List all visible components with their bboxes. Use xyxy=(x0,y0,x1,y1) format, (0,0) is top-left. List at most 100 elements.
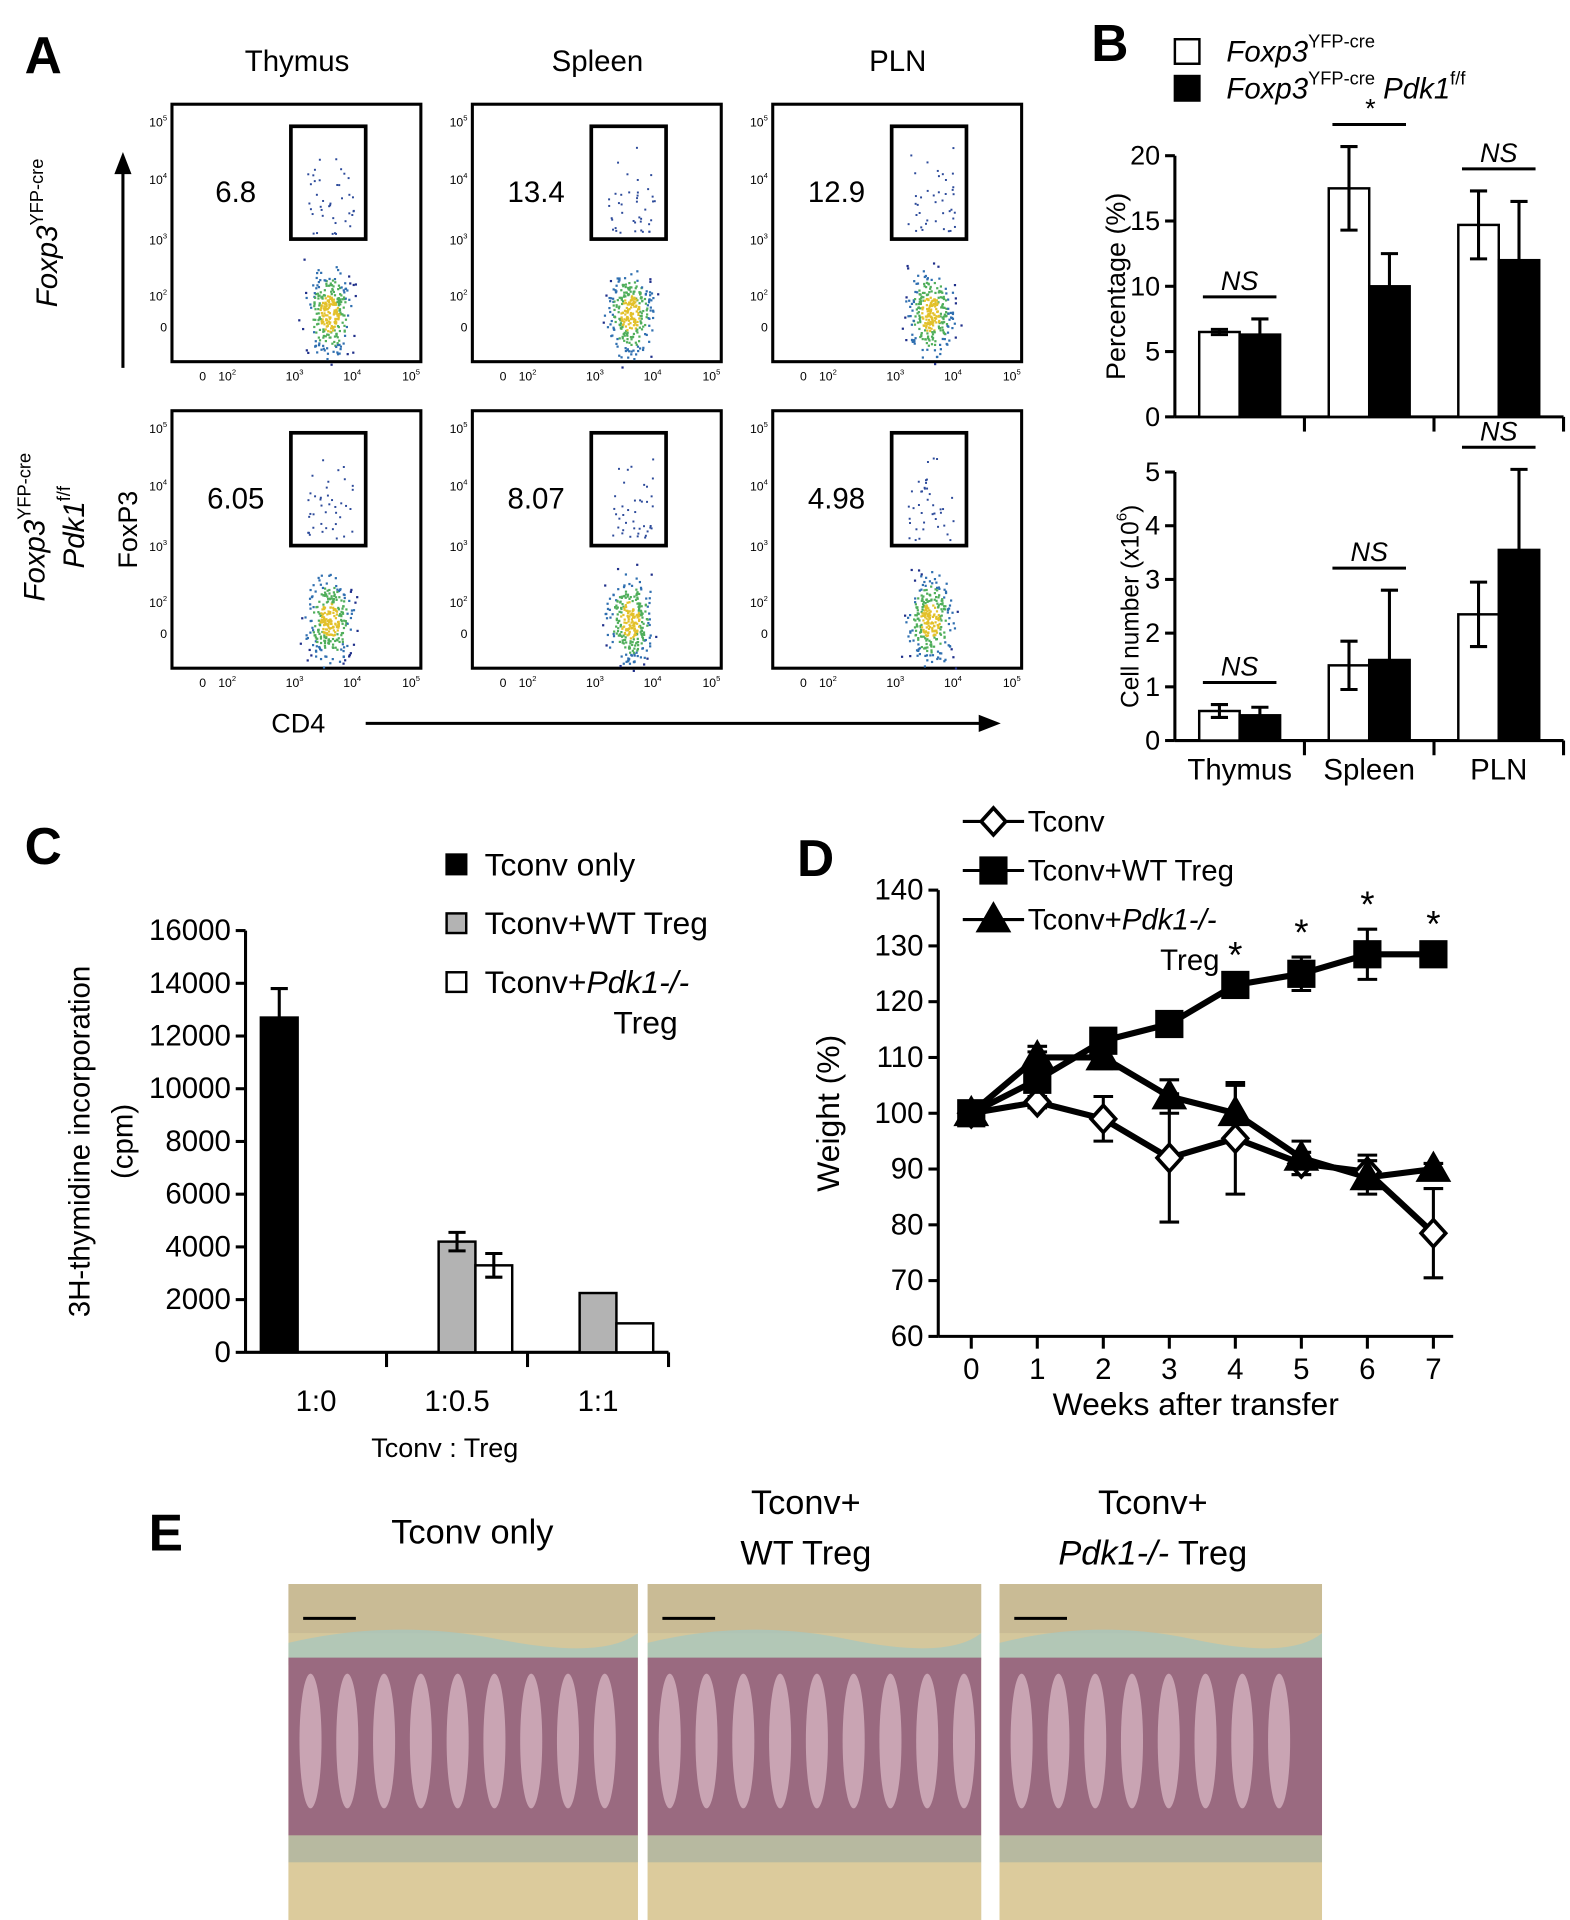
event-dot xyxy=(340,634,343,637)
event-dot xyxy=(305,296,308,300)
event-dot xyxy=(618,296,621,299)
event-dot xyxy=(305,291,308,295)
event-dot xyxy=(615,607,618,610)
event-dot xyxy=(321,314,324,317)
event-dot xyxy=(349,225,352,228)
event-dot xyxy=(927,314,930,317)
superscript: 3 xyxy=(600,674,604,683)
event-dot xyxy=(324,314,327,317)
event-dot xyxy=(331,329,335,332)
event-dot xyxy=(348,212,351,215)
event-dot xyxy=(325,628,329,631)
event-dot xyxy=(629,637,632,640)
event-dot xyxy=(940,625,943,629)
event-dot xyxy=(925,604,928,607)
event-dot xyxy=(937,624,940,627)
event-dot xyxy=(930,278,933,281)
event-dot xyxy=(926,277,929,280)
event-dot xyxy=(650,299,653,302)
event-dot xyxy=(344,220,347,223)
event-dot xyxy=(333,340,336,344)
event-dot xyxy=(629,286,632,289)
event-dot xyxy=(331,303,335,306)
event-dot xyxy=(319,496,322,499)
text-part: 10 xyxy=(450,480,464,494)
event-dot xyxy=(336,184,339,186)
event-dot xyxy=(352,609,356,612)
event-dot xyxy=(948,604,952,607)
y-tick-label: 80 xyxy=(891,1208,924,1241)
event-dot xyxy=(951,188,954,191)
gate-percentage: 4.98 xyxy=(808,483,865,516)
legend-label: Tconv+WT Treg xyxy=(1028,854,1234,887)
event-dot xyxy=(318,579,321,582)
event-dot xyxy=(330,284,334,287)
event-dot xyxy=(937,605,940,609)
text-part: 10 xyxy=(450,540,464,554)
event-dot xyxy=(936,656,940,659)
superscript: 5 xyxy=(163,420,167,429)
event-dot xyxy=(935,581,938,584)
event-dot xyxy=(318,632,321,635)
text-part: 10 xyxy=(343,369,357,383)
x-tick-label: 104 xyxy=(644,367,662,383)
event-dot xyxy=(624,646,627,649)
event-dot xyxy=(343,646,346,649)
event-dot xyxy=(629,595,632,599)
event-dot xyxy=(940,306,943,309)
event-dot xyxy=(648,223,651,226)
event-dot xyxy=(638,604,641,607)
event-dot xyxy=(623,631,627,635)
event-dot xyxy=(331,658,334,661)
event-dot xyxy=(941,291,944,294)
superscript: 4 xyxy=(163,478,167,487)
event-dot xyxy=(926,307,929,311)
event-dot xyxy=(626,315,629,319)
event-dot xyxy=(322,459,325,462)
significance-label: * xyxy=(1294,912,1308,953)
panel-label: A xyxy=(25,26,62,84)
event-dot xyxy=(622,595,625,598)
event-dot xyxy=(623,291,626,294)
event-dot xyxy=(319,205,322,208)
event-dot xyxy=(648,636,651,639)
event-dot xyxy=(329,204,332,207)
event-dot xyxy=(932,504,935,507)
y-tick-label: 105 xyxy=(149,420,167,436)
event-dot xyxy=(614,320,617,324)
event-dot xyxy=(917,274,920,277)
event-dot xyxy=(331,299,334,302)
event-dot xyxy=(933,316,937,319)
event-dot xyxy=(937,325,940,328)
event-dot xyxy=(631,649,634,652)
event-dot xyxy=(327,310,330,314)
gate-percentage: 6.05 xyxy=(207,483,264,516)
event-dot xyxy=(330,293,333,296)
event-dot xyxy=(926,329,929,332)
event-dot xyxy=(323,608,326,611)
event-dot xyxy=(933,625,936,628)
event-dot xyxy=(960,324,963,327)
y-tick-label: 4 xyxy=(1145,511,1160,541)
event-dot xyxy=(322,603,325,606)
event-dot xyxy=(921,356,924,359)
superscript: 5 xyxy=(463,114,467,123)
y-tick-label: 103 xyxy=(149,538,167,554)
event-dot xyxy=(327,630,331,633)
event-dot xyxy=(918,316,922,319)
event-dot xyxy=(317,630,320,633)
event-dot xyxy=(323,312,326,315)
event-dot xyxy=(626,612,630,615)
x-tick-label: 105 xyxy=(1003,674,1021,690)
event-dot xyxy=(325,636,328,639)
event-dot xyxy=(337,299,340,302)
event-dot xyxy=(625,521,627,524)
event-dot xyxy=(319,657,323,661)
event-dot xyxy=(323,641,327,645)
superscript: 5 xyxy=(416,674,420,683)
event-dot xyxy=(319,308,322,312)
event-dot xyxy=(917,302,921,306)
event-dot xyxy=(609,323,612,326)
event-dot xyxy=(631,313,634,316)
event-dot xyxy=(933,313,936,316)
